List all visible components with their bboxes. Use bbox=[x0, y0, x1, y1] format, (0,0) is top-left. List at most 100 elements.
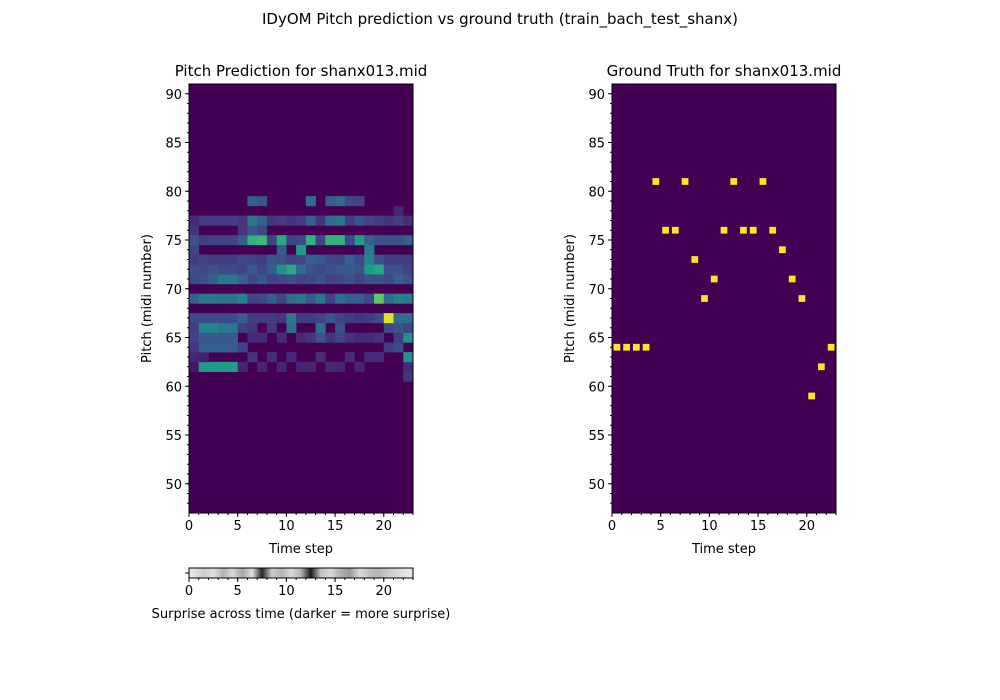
heatmap-cell bbox=[305, 196, 316, 207]
heatmap-cell bbox=[393, 313, 404, 324]
heatmap-cell bbox=[344, 293, 355, 304]
heatmap-cell bbox=[247, 196, 258, 207]
heatmap-cell bbox=[344, 196, 355, 207]
heatmap-cell bbox=[315, 352, 326, 363]
heatmap-cell bbox=[218, 215, 229, 226]
heatmap-cell bbox=[354, 196, 365, 207]
heatmap-cell bbox=[276, 332, 287, 343]
heatmap-cell bbox=[237, 293, 248, 304]
note-cell bbox=[730, 178, 738, 185]
heatmap-cell bbox=[286, 264, 297, 275]
heatmap-cell bbox=[403, 352, 414, 363]
heatmap-cell bbox=[335, 196, 346, 207]
heatmap-cell bbox=[296, 313, 307, 324]
heatmap-cell bbox=[296, 361, 307, 372]
heatmap-cell bbox=[257, 264, 268, 275]
x-tick-label: 20 bbox=[376, 584, 393, 599]
heatmap-cell bbox=[335, 215, 346, 226]
heatmap-cell bbox=[325, 235, 336, 246]
heatmap-cell bbox=[237, 342, 248, 353]
heatmap-cell bbox=[247, 313, 258, 324]
heatmap-cell bbox=[374, 235, 385, 246]
heatmap-cell bbox=[286, 274, 297, 285]
heatmap-cell bbox=[208, 274, 219, 285]
heatmap-cell bbox=[364, 215, 375, 226]
heatmap-cell bbox=[276, 361, 287, 372]
figure-suptitle: IDyOM Pitch prediction vs ground truth (… bbox=[262, 10, 738, 28]
heatmap-cell bbox=[189, 293, 200, 304]
note-cell bbox=[642, 343, 650, 351]
heatmap-cell bbox=[189, 342, 200, 353]
heatmap-cell bbox=[403, 313, 414, 324]
heatmap-cell bbox=[374, 352, 385, 363]
prediction-xlabel: Time step bbox=[268, 542, 333, 557]
heatmap-cell bbox=[189, 235, 200, 246]
x-tick-label: 0 bbox=[185, 519, 193, 534]
surprise-strip bbox=[189, 568, 413, 578]
surprise-strip-panel: 0 5 10 15 20 Surprise across time (darker = m… bbox=[152, 567, 451, 622]
y-tick-label: 55 bbox=[165, 429, 182, 444]
heatmap-cell bbox=[305, 293, 316, 304]
heatmap-cell bbox=[325, 254, 336, 265]
heatmap-cell bbox=[305, 215, 316, 226]
heatmap-cell bbox=[374, 254, 385, 265]
heatmap-cell bbox=[305, 332, 316, 343]
heatmap-cell bbox=[403, 361, 414, 372]
heatmap-cell bbox=[354, 235, 365, 246]
heatmap-cell bbox=[247, 322, 258, 333]
heatmap-cell bbox=[364, 235, 375, 246]
heatmap-cell bbox=[296, 254, 307, 265]
heatmap-cell bbox=[189, 332, 200, 343]
note-cell bbox=[769, 226, 777, 234]
heatmap-cell bbox=[247, 235, 258, 246]
heatmap-cell bbox=[325, 293, 336, 304]
y-tick-label: 50 bbox=[588, 478, 605, 493]
heatmap-cell bbox=[218, 264, 229, 275]
heatmap-cell bbox=[227, 361, 238, 372]
heatmap-cell bbox=[218, 254, 229, 265]
note-cell bbox=[691, 256, 699, 263]
ground-truth-xlabel: Time step bbox=[691, 542, 756, 557]
heatmap-cell bbox=[286, 254, 297, 265]
heatmap-cell bbox=[403, 235, 414, 246]
heatmap-cell bbox=[208, 342, 219, 353]
heatmap-cell bbox=[296, 264, 307, 275]
heatmap-cell bbox=[198, 235, 209, 246]
heatmap-cell bbox=[296, 244, 307, 255]
heatmap-cell bbox=[364, 244, 375, 255]
heatmap-cell bbox=[237, 361, 248, 372]
heatmap-cell bbox=[266, 293, 277, 304]
heatmap-cell bbox=[189, 313, 200, 324]
heatmap-cell bbox=[227, 235, 238, 246]
heatmap-cell bbox=[315, 322, 326, 333]
heatmap-cell bbox=[198, 215, 209, 226]
heatmap-cell bbox=[383, 215, 394, 226]
note-cell bbox=[652, 178, 660, 185]
heatmap-cell bbox=[276, 244, 287, 255]
heatmap-cell bbox=[208, 322, 219, 333]
x-tick-label: 0 bbox=[608, 519, 616, 534]
heatmap-cell bbox=[208, 254, 219, 265]
heatmap-cell bbox=[374, 215, 385, 226]
surprise-xlabel: Surprise across time (darker = more surp… bbox=[152, 607, 451, 622]
heatmap-cell bbox=[266, 215, 277, 226]
heatmap-cell bbox=[189, 254, 200, 265]
heatmap-cell bbox=[403, 215, 414, 226]
heatmap-cell bbox=[354, 361, 365, 372]
heatmap-cell bbox=[344, 332, 355, 343]
heatmap-cell bbox=[218, 361, 229, 372]
y-tick-label: 90 bbox=[165, 88, 182, 103]
y-tick-label: 55 bbox=[588, 429, 605, 444]
heatmap-cell bbox=[266, 313, 277, 324]
heatmap-cell bbox=[266, 235, 277, 246]
heatmap-cell bbox=[364, 313, 375, 324]
heatmap-cell bbox=[227, 264, 238, 275]
note-cell bbox=[720, 226, 728, 234]
heatmap-cell bbox=[325, 215, 336, 226]
heatmap-cell bbox=[189, 264, 200, 275]
y-tick-label: 65 bbox=[165, 332, 182, 347]
note-cell bbox=[623, 343, 630, 351]
heatmap-cell bbox=[237, 225, 248, 236]
heatmap-cell bbox=[305, 361, 316, 372]
heatmap-cell bbox=[403, 264, 414, 275]
